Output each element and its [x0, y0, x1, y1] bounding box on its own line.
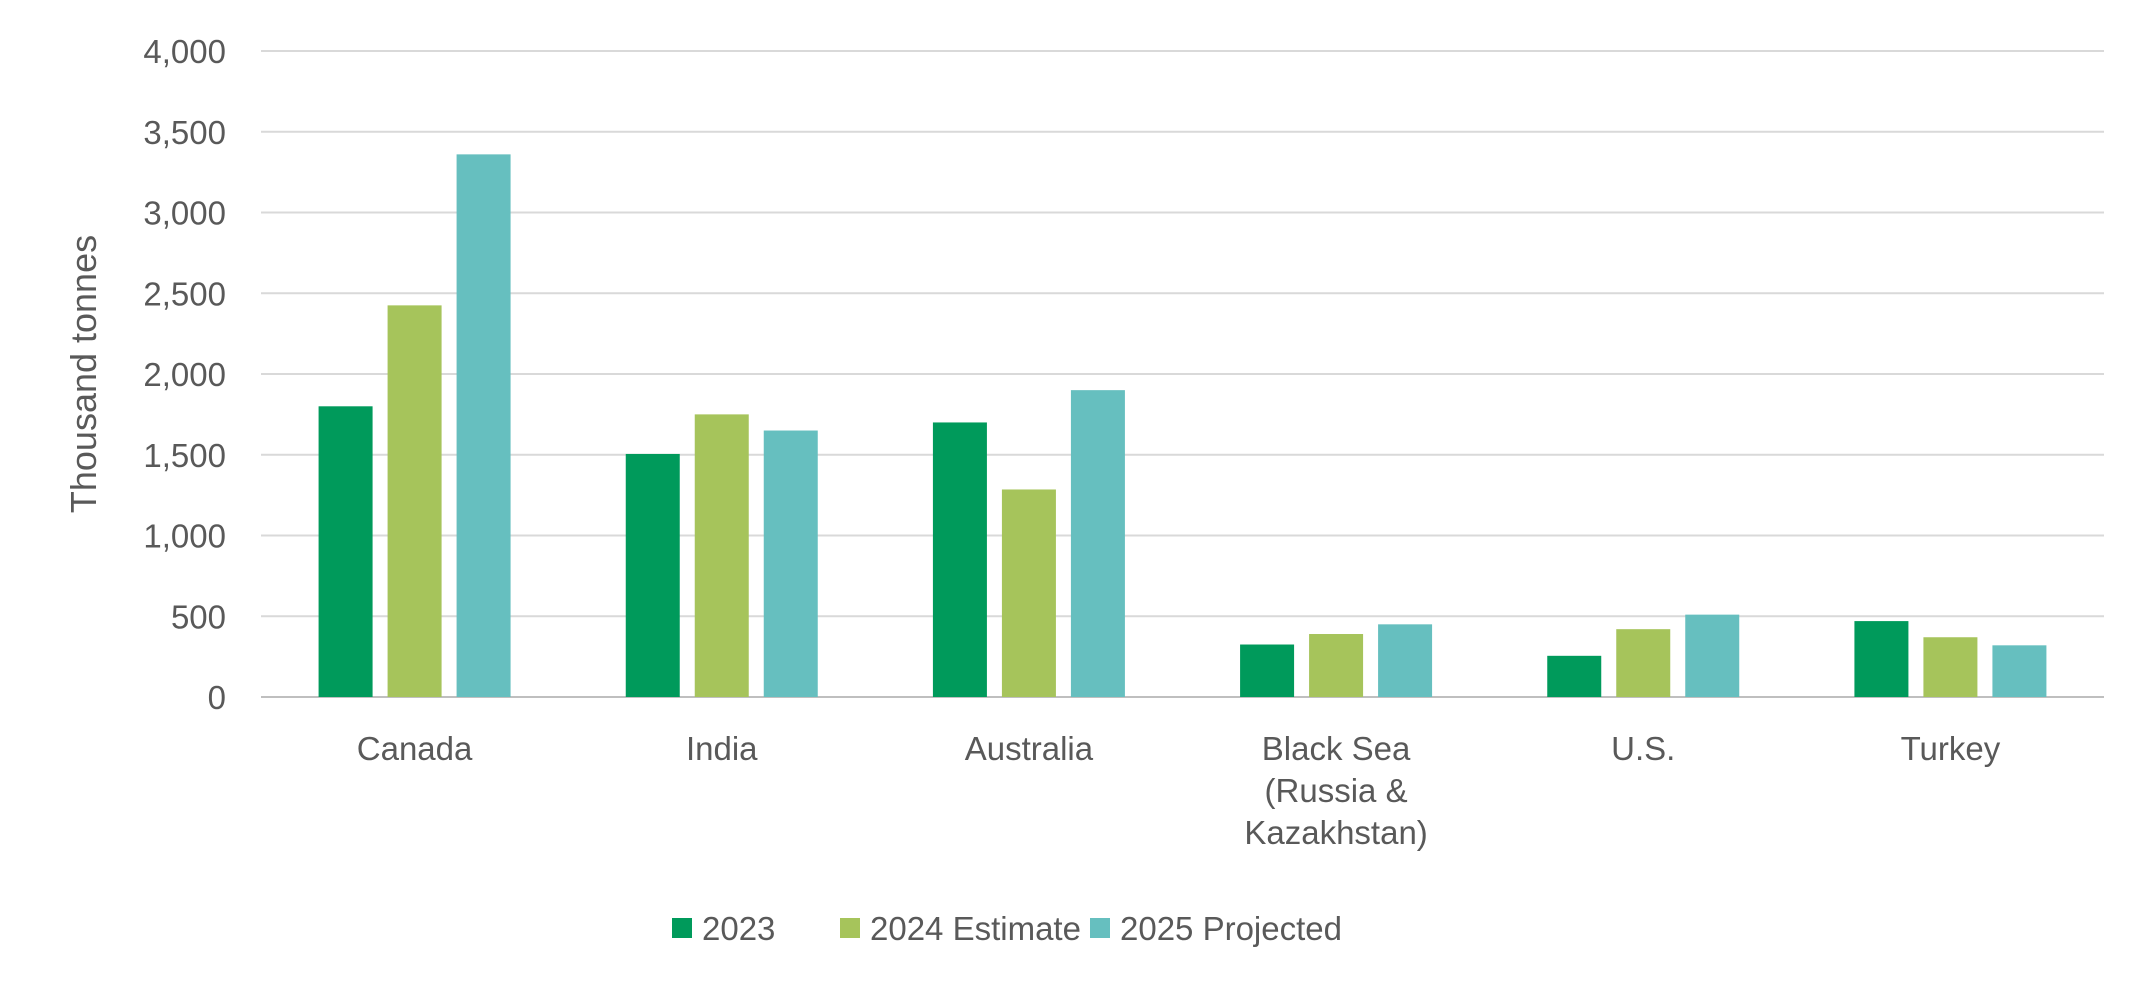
x-tick-label: Kazakhstan)	[1244, 814, 1427, 851]
bar	[318, 406, 373, 697]
legend-swatch	[672, 918, 692, 938]
bar	[1001, 489, 1056, 697]
bar	[1309, 634, 1364, 697]
x-tick-label: (Russia &	[1265, 772, 1408, 809]
bar	[1685, 614, 1740, 697]
legend-swatch	[1090, 918, 1110, 938]
legend-label: 2025 Projected	[1120, 910, 1342, 947]
bar	[1378, 624, 1433, 697]
bar	[1240, 644, 1295, 697]
bar	[387, 305, 442, 697]
y-tick-label: 3,500	[143, 114, 226, 151]
x-tick-label: Australia	[965, 730, 1094, 767]
legend-swatch	[840, 918, 860, 938]
bar	[1616, 629, 1671, 697]
y-tick-label: 4,000	[143, 33, 226, 70]
x-tick-label: U.S.	[1611, 730, 1675, 767]
bar	[1854, 621, 1909, 697]
y-tick-label: 2,500	[143, 275, 226, 312]
x-tick-label: India	[686, 730, 758, 767]
legend-label: 2023	[702, 910, 775, 947]
bar	[1070, 390, 1125, 697]
x-tick-label: Canada	[357, 730, 473, 767]
y-tick-label: 1,500	[143, 437, 226, 474]
y-tick-label: 2,000	[143, 356, 226, 393]
bar	[932, 422, 987, 697]
y-axis-label: Thousand tonnes	[63, 235, 104, 513]
bar	[1547, 655, 1602, 697]
bar	[694, 414, 749, 697]
bar	[625, 453, 680, 697]
bar	[1992, 645, 2047, 697]
legend-label: 2024 Estimate	[870, 910, 1081, 947]
y-tick-label: 3,000	[143, 195, 226, 232]
bar	[763, 430, 818, 697]
y-tick-label: 1,000	[143, 518, 226, 555]
x-tick-label: Turkey	[1901, 730, 2001, 767]
x-tick-label: Black Sea	[1262, 730, 1411, 767]
bar	[1923, 637, 1978, 697]
y-tick-label: 0	[208, 679, 226, 716]
y-tick-label: 500	[171, 598, 226, 635]
bar	[456, 154, 511, 698]
